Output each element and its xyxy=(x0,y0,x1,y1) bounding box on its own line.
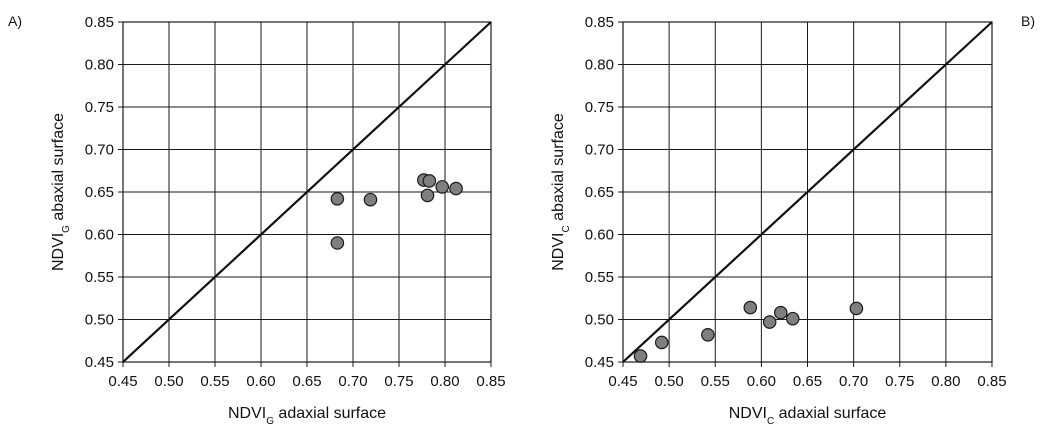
y-tick-label: 0.80 xyxy=(585,57,614,74)
data-point xyxy=(330,192,345,206)
data-point xyxy=(330,236,345,250)
data-point xyxy=(773,305,788,320)
y-tick-label: 0.65 xyxy=(585,184,614,201)
y-tick-label: 0.65 xyxy=(85,184,114,201)
y-tick-label: 0.85 xyxy=(85,14,114,31)
chart-panel-b: 0.45 0.45 0.50 0.50 0.55 0.55 0.60 0.60 0.65 0.65… xyxy=(550,14,1007,426)
y-tick-label: 0.60 xyxy=(85,227,114,244)
data-point xyxy=(849,301,864,316)
y-tick-label: 0.75 xyxy=(85,99,114,116)
y-axis-label: NDVIC abaxial surface xyxy=(550,113,572,271)
y-tick-label: 0.55 xyxy=(585,269,614,286)
x-tick-label: 0.55 xyxy=(701,373,730,390)
y-tick-label: 0.45 xyxy=(85,354,114,371)
data-point xyxy=(363,192,378,207)
data-point xyxy=(420,188,435,203)
x-tick-label: 0.70 xyxy=(338,373,367,390)
y-tick-label: 0.50 xyxy=(85,312,114,329)
x-tick-label: 0.55 xyxy=(200,373,229,390)
x-tick-label: 0.80 xyxy=(430,373,459,390)
x-tick-label: 0.45 xyxy=(608,373,637,390)
identity-line xyxy=(122,21,492,363)
data-point xyxy=(701,327,715,342)
x-tick-label: 0.70 xyxy=(839,373,868,390)
plot-border xyxy=(622,21,993,363)
panel-b-label: B) xyxy=(1021,13,1035,29)
y-tick-label: 0.85 xyxy=(585,14,614,31)
y-tick-label: 0.50 xyxy=(585,312,614,329)
chart-panel-a: 0.45 0.45 0.50 0.50 0.55 0.55 0.60 0.60 0.65 0.65… xyxy=(50,14,506,426)
x-tick-label: 0.75 xyxy=(384,373,413,390)
x-axis-label: NDVIC adaxial surface xyxy=(729,405,887,426)
x-tick-label: 0.65 xyxy=(292,373,321,390)
y-tick-label: 0.80 xyxy=(85,57,114,74)
data-point xyxy=(785,311,800,326)
y-tick-label: 0.70 xyxy=(585,142,614,159)
data-point xyxy=(435,180,450,194)
y-tick-label: 0.55 xyxy=(85,269,114,286)
x-tick-label: 0.80 xyxy=(931,373,960,390)
panel-a-label: A) xyxy=(8,13,22,29)
y-tick-label: 0.70 xyxy=(85,142,114,159)
x-tick-label: 0.45 xyxy=(108,373,137,390)
y-tick-label: 0.45 xyxy=(585,354,614,371)
x-tick-label: 0.60 xyxy=(246,373,275,390)
identity-line xyxy=(622,21,993,363)
data-point xyxy=(633,349,648,363)
x-tick-label: 0.50 xyxy=(655,373,684,390)
data-point xyxy=(449,181,463,196)
x-tick-label: 0.65 xyxy=(793,373,822,390)
y-axis-label: NDVIG abaxial surface xyxy=(50,113,72,271)
data-point xyxy=(422,174,437,188)
x-tick-label: 0.50 xyxy=(154,373,183,390)
x-tick-label: 0.60 xyxy=(747,373,776,390)
data-point xyxy=(743,300,758,315)
x-tick-label: 0.85 xyxy=(476,373,505,390)
x-tick-label: 0.85 xyxy=(977,373,1006,390)
plot-border xyxy=(122,21,492,363)
x-tick-label: 0.75 xyxy=(885,373,914,390)
data-point xyxy=(654,335,669,350)
y-tick-label: 0.60 xyxy=(585,227,614,244)
x-axis-label: NDVIG adaxial surface xyxy=(228,405,386,426)
data-point xyxy=(762,315,777,329)
y-tick-label: 0.75 xyxy=(585,99,614,116)
